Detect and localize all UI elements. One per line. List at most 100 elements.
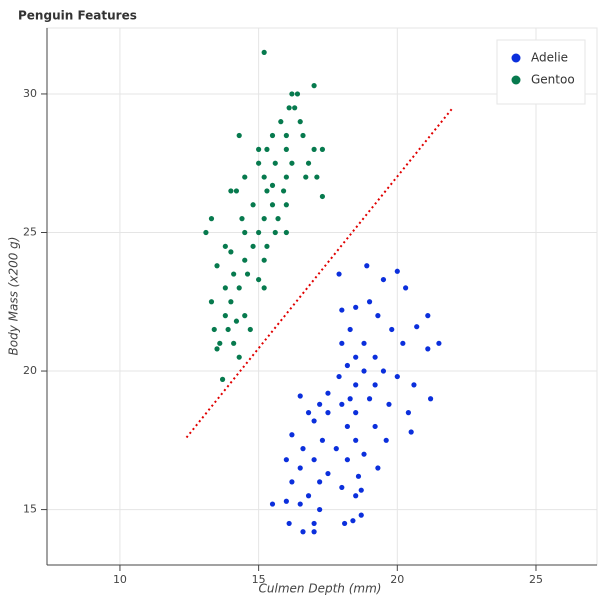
legend-label: Adelie (531, 51, 568, 65)
x-tick-label: 25 (529, 573, 543, 586)
point (300, 529, 306, 535)
point (305, 160, 312, 166)
point (361, 368, 367, 374)
point (300, 132, 306, 139)
point (366, 299, 373, 305)
x-tick-label: 20 (390, 573, 404, 586)
point (305, 410, 312, 416)
point (242, 313, 248, 319)
point (297, 465, 303, 471)
point (353, 354, 359, 360)
point (344, 457, 350, 463)
point (217, 340, 223, 346)
point (311, 520, 317, 527)
point (283, 498, 289, 504)
point (208, 299, 215, 305)
point (311, 529, 317, 535)
point (344, 423, 350, 430)
point (342, 520, 348, 527)
point (383, 437, 389, 443)
point (319, 437, 326, 443)
point (317, 506, 323, 513)
point (339, 484, 345, 491)
point (278, 119, 284, 125)
point (339, 401, 345, 407)
point (256, 160, 262, 166)
point (208, 216, 215, 222)
point (289, 91, 295, 97)
point (228, 249, 234, 255)
point (405, 410, 411, 416)
point (386, 401, 392, 407)
point (231, 271, 237, 277)
point (361, 451, 367, 457)
point (294, 91, 301, 97)
point (292, 105, 298, 111)
point (275, 216, 281, 222)
point (280, 188, 287, 194)
point (325, 390, 331, 396)
point (261, 49, 267, 55)
point (427, 396, 434, 402)
point (366, 396, 373, 402)
point (311, 146, 317, 152)
point (339, 340, 345, 346)
point (389, 326, 395, 333)
point (336, 373, 342, 380)
chart-title: Penguin Features (18, 9, 137, 23)
point (256, 229, 262, 236)
point (247, 326, 253, 333)
point (425, 313, 431, 319)
point (353, 382, 359, 388)
point (400, 340, 406, 346)
point (414, 324, 420, 330)
point (228, 299, 234, 305)
legend-marker (511, 53, 521, 63)
point (233, 318, 240, 324)
point (236, 132, 242, 139)
point (319, 146, 326, 152)
point (353, 493, 359, 499)
y-axis-label: Body Mass (x200 g) (7, 237, 21, 356)
point (289, 479, 295, 485)
point (222, 243, 228, 249)
point (283, 229, 289, 236)
point (297, 119, 303, 125)
point (333, 446, 339, 452)
point (242, 174, 248, 180)
point (242, 229, 248, 236)
point (286, 105, 292, 111)
legend: Adelie Gentoo (496, 39, 586, 105)
point (300, 446, 306, 452)
point (305, 493, 312, 499)
point (264, 188, 270, 194)
point (394, 373, 400, 380)
point (347, 396, 353, 402)
point (375, 313, 381, 319)
point (394, 268, 400, 274)
point (272, 229, 278, 236)
plot-frame (46, 27, 598, 566)
point (236, 285, 242, 291)
point (269, 202, 276, 208)
point (355, 473, 362, 479)
point (269, 132, 276, 139)
point (222, 313, 228, 319)
point (219, 376, 226, 382)
point (325, 470, 331, 477)
point (236, 354, 242, 360)
legend-marker (511, 75, 521, 85)
point (269, 501, 276, 507)
point (261, 285, 267, 291)
point (250, 243, 256, 249)
legend-box (496, 39, 586, 105)
point (261, 216, 267, 222)
point (203, 229, 209, 236)
point (264, 243, 270, 249)
point (325, 410, 331, 416)
point (311, 418, 317, 424)
point (425, 346, 431, 352)
point (361, 340, 367, 346)
point (286, 520, 292, 527)
point (283, 146, 289, 152)
